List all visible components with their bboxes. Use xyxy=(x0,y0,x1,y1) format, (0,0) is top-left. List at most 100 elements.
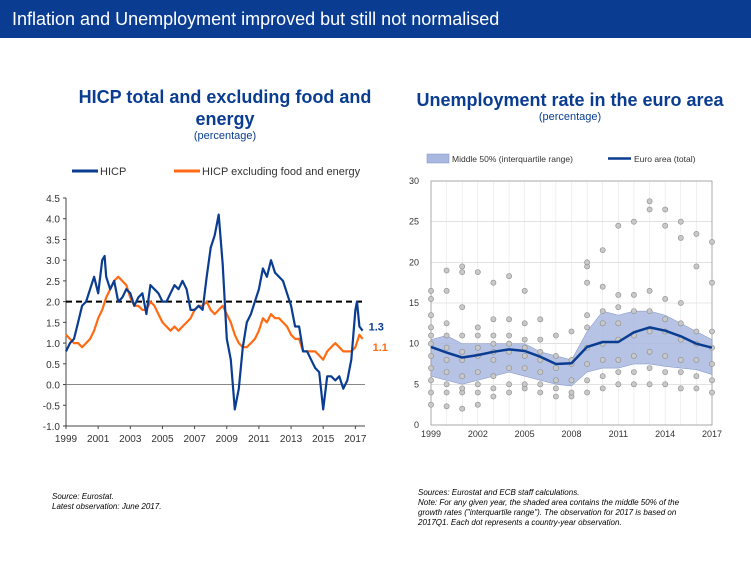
country-dot xyxy=(709,328,715,335)
country-dot xyxy=(630,352,637,359)
country-dot xyxy=(506,365,512,371)
country-dot xyxy=(537,381,544,388)
country-dot xyxy=(677,300,684,306)
country-dot xyxy=(521,381,528,388)
country-dot xyxy=(677,356,684,363)
country-dot xyxy=(443,389,450,396)
country-dot xyxy=(599,247,606,253)
y-tick-label: 3.0 xyxy=(46,256,60,267)
country-dot xyxy=(584,259,590,266)
page-title: Inflation and Unemployment improved but … xyxy=(12,9,500,29)
legend-swatch-band xyxy=(426,153,450,164)
x-tick-label: 2005 xyxy=(151,434,174,445)
country-dot xyxy=(443,403,450,410)
country-dot xyxy=(428,389,434,396)
left-source-line1: Source: Eurostat. xyxy=(52,492,114,501)
y-tick-label: 4.0 xyxy=(46,215,60,226)
left-source-line2: Latest observation: June 2017. xyxy=(52,502,162,511)
country-dot xyxy=(428,377,434,384)
country-dot xyxy=(537,336,544,343)
country-dot xyxy=(552,332,559,339)
legend-label-band: Middle 50% (interquartile range) xyxy=(452,154,573,164)
country-dot xyxy=(459,348,466,355)
country-dot xyxy=(646,287,653,294)
legend-label-line: Euro area (total) xyxy=(634,154,696,164)
series-line-hicp xyxy=(65,213,364,411)
country-dot xyxy=(459,263,466,270)
x-tick-label: 2007 xyxy=(183,434,206,445)
y-tick-label: 25 xyxy=(409,217,419,227)
country-dot xyxy=(428,332,434,339)
right-chart: Middle 50% (interquartile range) Euro are… xyxy=(409,153,722,439)
country-dot xyxy=(568,328,575,335)
country-dot xyxy=(662,316,669,323)
left-chart-title: HICP total and excluding food and energy xyxy=(55,86,395,130)
end-label-hicp: 1.3 xyxy=(369,322,384,334)
country-dot xyxy=(428,312,434,319)
country-dot xyxy=(693,373,700,380)
country-dot xyxy=(474,381,481,388)
legend-label-hicp: HICP xyxy=(100,166,126,178)
country-dot xyxy=(552,365,559,371)
country-dot xyxy=(521,344,528,351)
country-dot xyxy=(537,389,544,396)
country-dot xyxy=(474,401,481,408)
country-dot xyxy=(615,381,622,388)
x-tick-label: 2015 xyxy=(312,434,335,445)
left-chart-title-line2: energy xyxy=(195,109,255,129)
country-dot xyxy=(443,344,450,351)
country-dot xyxy=(506,332,512,339)
country-dot xyxy=(521,336,528,343)
y-tick-label: -0.5 xyxy=(43,401,61,412)
y-tick-label: 30 xyxy=(409,176,419,186)
country-dot xyxy=(646,206,653,213)
country-dot xyxy=(584,389,590,396)
country-dot xyxy=(490,373,497,380)
right-source-line4: 2017Q1. Each dot represents a country-ye… xyxy=(418,518,622,527)
country-dot xyxy=(537,316,544,323)
country-dot xyxy=(615,369,622,375)
country-dot xyxy=(662,381,669,388)
country-dot xyxy=(709,239,715,245)
x-tick-label: 2014 xyxy=(655,429,675,439)
country-dot xyxy=(428,365,434,371)
country-dot xyxy=(693,231,700,237)
left-chart: HICP HICP excluding food and energy -1.0 -0… xyxy=(43,166,388,445)
x-tick-label: 2011 xyxy=(609,429,628,439)
country-dot xyxy=(584,377,590,384)
series-line-core xyxy=(65,275,364,361)
country-dot xyxy=(615,222,622,229)
country-dot xyxy=(552,377,559,384)
end-label-core: 1.1 xyxy=(373,342,388,354)
x-tick-label: 2001 xyxy=(87,434,110,445)
country-dot xyxy=(646,328,653,335)
plot-frame xyxy=(430,180,713,426)
x-tick-label: 2003 xyxy=(119,434,142,445)
x-tick-label: 2017 xyxy=(344,434,367,445)
y-tick-label: 4.5 xyxy=(46,194,60,205)
country-dot xyxy=(474,269,481,275)
country-dot xyxy=(474,389,481,396)
left-chart-title-line1: HICP total and excluding food and xyxy=(78,87,372,107)
country-dot xyxy=(506,381,512,388)
country-dot xyxy=(662,295,669,302)
y-tick-label: 0.5 xyxy=(46,360,60,371)
country-dot xyxy=(584,324,590,331)
country-dot xyxy=(615,304,622,310)
country-dot xyxy=(459,405,466,412)
country-dot xyxy=(490,316,497,323)
country-dot xyxy=(662,352,669,359)
y-tick-label: 0.0 xyxy=(46,381,60,392)
country-dot xyxy=(615,320,622,327)
x-tick-label: 2013 xyxy=(280,434,303,445)
country-dot xyxy=(552,385,559,392)
country-dot xyxy=(615,291,622,298)
country-dot xyxy=(443,332,450,339)
right-chart-subtitle: (percentage) xyxy=(538,111,602,123)
x-tick-label: 1999 xyxy=(55,434,78,445)
y-tick-label: -1.0 xyxy=(43,422,61,433)
country-dot xyxy=(630,291,637,298)
country-dot xyxy=(709,361,715,367)
country-dot xyxy=(506,340,512,347)
title-bar: Inflation and Unemployment improved but … xyxy=(0,0,751,38)
